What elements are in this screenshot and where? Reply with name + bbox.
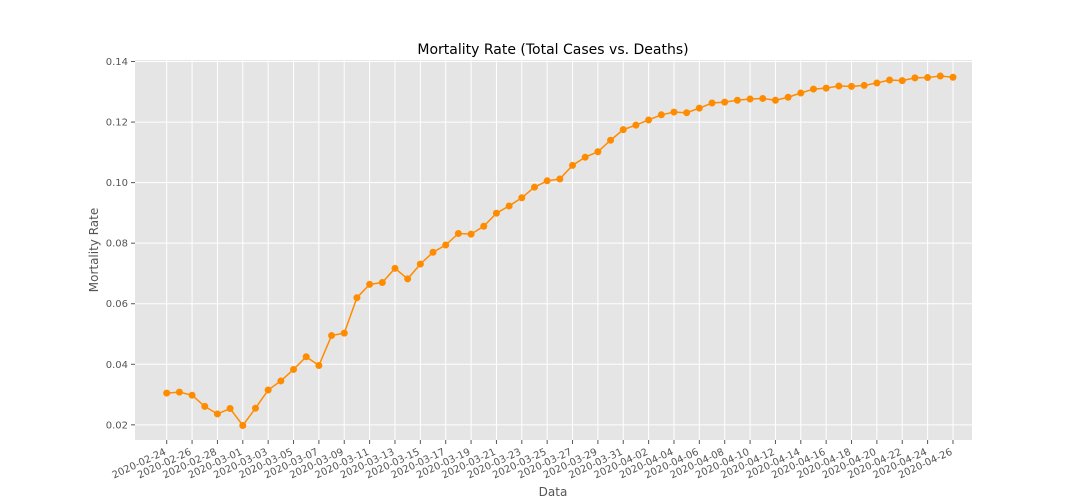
data-point <box>835 82 843 90</box>
y-tick-label: 0.10 <box>106 178 128 189</box>
data-point <box>949 73 957 81</box>
data-point <box>264 386 272 394</box>
data-point <box>581 153 589 161</box>
data-point <box>404 275 412 283</box>
data-point <box>809 85 817 93</box>
y-tick-label: 0.02 <box>106 420 128 431</box>
data-point <box>619 126 627 134</box>
x-axis-ticks: 2020-02-242020-02-262020-02-282020-03-01… <box>111 440 954 481</box>
data-point <box>277 377 285 385</box>
data-point <box>467 230 475 238</box>
data-point <box>201 402 209 410</box>
data-point <box>683 109 691 117</box>
data-point <box>746 95 754 103</box>
chart-title: Mortality Rate (Total Cases vs. Deaths) <box>417 42 688 58</box>
data-point <box>391 264 399 272</box>
y-tick-label: 0.08 <box>106 239 128 250</box>
data-point <box>378 279 386 287</box>
data-point <box>480 222 488 230</box>
y-tick-label: 0.12 <box>106 118 128 129</box>
data-point <box>784 93 792 101</box>
data-point <box>556 175 564 183</box>
data-point <box>645 116 653 124</box>
data-point <box>822 84 830 92</box>
data-point <box>759 94 767 102</box>
data-point <box>429 248 437 256</box>
y-axis-ticks: 0.02 0.04 0.06 0.08 0.10 0.12 0.14 <box>106 57 135 431</box>
data-point <box>543 177 551 185</box>
data-point <box>442 241 450 249</box>
data-point <box>454 230 462 237</box>
y-tick-label: 0.14 <box>106 57 128 68</box>
data-point <box>936 72 944 80</box>
x-axis-label: Data <box>539 485 568 499</box>
data-point <box>213 410 221 418</box>
data-point <box>708 99 716 107</box>
data-point <box>886 76 894 84</box>
data-point <box>607 136 615 144</box>
data-point <box>340 329 348 337</box>
data-point <box>898 77 906 85</box>
data-point <box>518 194 526 202</box>
data-point <box>569 161 577 169</box>
y-tick-label: 0.04 <box>106 360 128 371</box>
data-point <box>632 121 640 129</box>
data-point <box>911 74 919 82</box>
data-point <box>695 104 703 112</box>
data-point <box>594 148 602 156</box>
data-point <box>163 389 171 397</box>
grid-lines <box>135 60 972 440</box>
data-point <box>505 202 513 210</box>
data-point <box>302 353 310 361</box>
data-point <box>251 404 259 412</box>
data-point <box>290 365 298 373</box>
data-point <box>771 96 779 104</box>
data-point <box>721 98 729 106</box>
data-point <box>848 82 856 90</box>
data-point <box>366 280 374 288</box>
data-point <box>657 111 665 119</box>
data-point <box>492 209 500 217</box>
data-point <box>416 260 424 268</box>
y-axis-label: Mortality Rate <box>87 208 101 293</box>
data-point <box>860 81 868 89</box>
data-point <box>226 405 234 413</box>
data-point <box>873 79 881 87</box>
data-point <box>530 183 538 191</box>
data-point <box>924 74 932 82</box>
data-point <box>670 108 678 116</box>
data-point <box>328 332 336 340</box>
y-tick-label: 0.06 <box>106 299 128 310</box>
data-point <box>353 294 361 302</box>
data-point <box>188 391 196 399</box>
data-point <box>797 89 805 97</box>
series-mortality-rate <box>163 72 957 429</box>
plot-area <box>135 60 972 440</box>
data-point <box>733 96 741 104</box>
data-point <box>239 421 247 429</box>
data-point <box>315 362 323 370</box>
data-point <box>175 388 183 396</box>
